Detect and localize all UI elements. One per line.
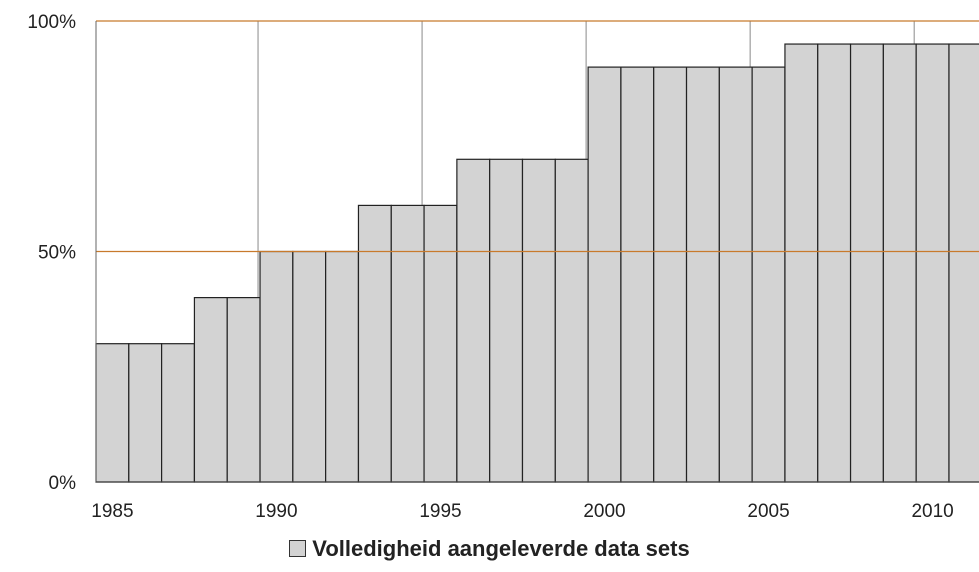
bar-1998: [521, 158, 556, 483]
x-tick-label: 1990: [255, 501, 297, 522]
bar-1990: [259, 250, 294, 483]
bar-2000: [587, 66, 622, 483]
bar-1997: [489, 158, 524, 483]
bar-1994: [390, 204, 425, 483]
axes: [95, 21, 979, 483]
bar-1999: [554, 158, 589, 483]
bar-2006: [784, 43, 819, 483]
bar-2001: [620, 66, 655, 483]
bar-2004: [718, 66, 753, 483]
bar-2002: [653, 66, 688, 483]
bar-1992: [325, 250, 360, 483]
bar-2007: [817, 43, 852, 483]
x-tick-label: 1985: [91, 501, 133, 522]
x-tick-label: 1995: [419, 501, 461, 522]
bar-2008: [849, 43, 884, 483]
bar-1996: [456, 158, 491, 483]
bar-1989: [226, 297, 261, 483]
bar-2011: [948, 43, 979, 483]
bar-1985: [95, 343, 130, 483]
bar-2005: [751, 66, 786, 483]
bar-1986: [128, 343, 163, 483]
bar-2009: [882, 43, 917, 483]
y-tick-labels: 0% 50% 100%: [27, 12, 76, 494]
legend-swatch: [289, 539, 307, 557]
x-tick-labels: 1985 1990 1995 2000 2005 2010: [91, 501, 953, 522]
bar-1991: [292, 250, 327, 483]
x-tick-label: 2005: [747, 501, 789, 522]
y-tick-label: 100%: [27, 12, 76, 33]
legend: Volledigheid aangeleverde data sets: [0, 536, 979, 562]
bar-1987: [161, 343, 196, 483]
bar-2003: [685, 66, 720, 483]
x-tick-label: 2010: [911, 501, 953, 522]
horizontal-gridlines: [96, 20, 979, 253]
bar-2010: [915, 43, 950, 483]
y-tick-label: 0%: [49, 473, 77, 494]
bar-1988: [193, 297, 228, 483]
legend-label: Volledigheid aangeleverde data sets: [312, 536, 690, 561]
bar-1995: [423, 204, 458, 483]
bar-1993: [357, 204, 392, 483]
bars: [95, 43, 979, 483]
y-tick-label: 50%: [38, 243, 76, 264]
x-tick-label: 2000: [583, 501, 625, 522]
